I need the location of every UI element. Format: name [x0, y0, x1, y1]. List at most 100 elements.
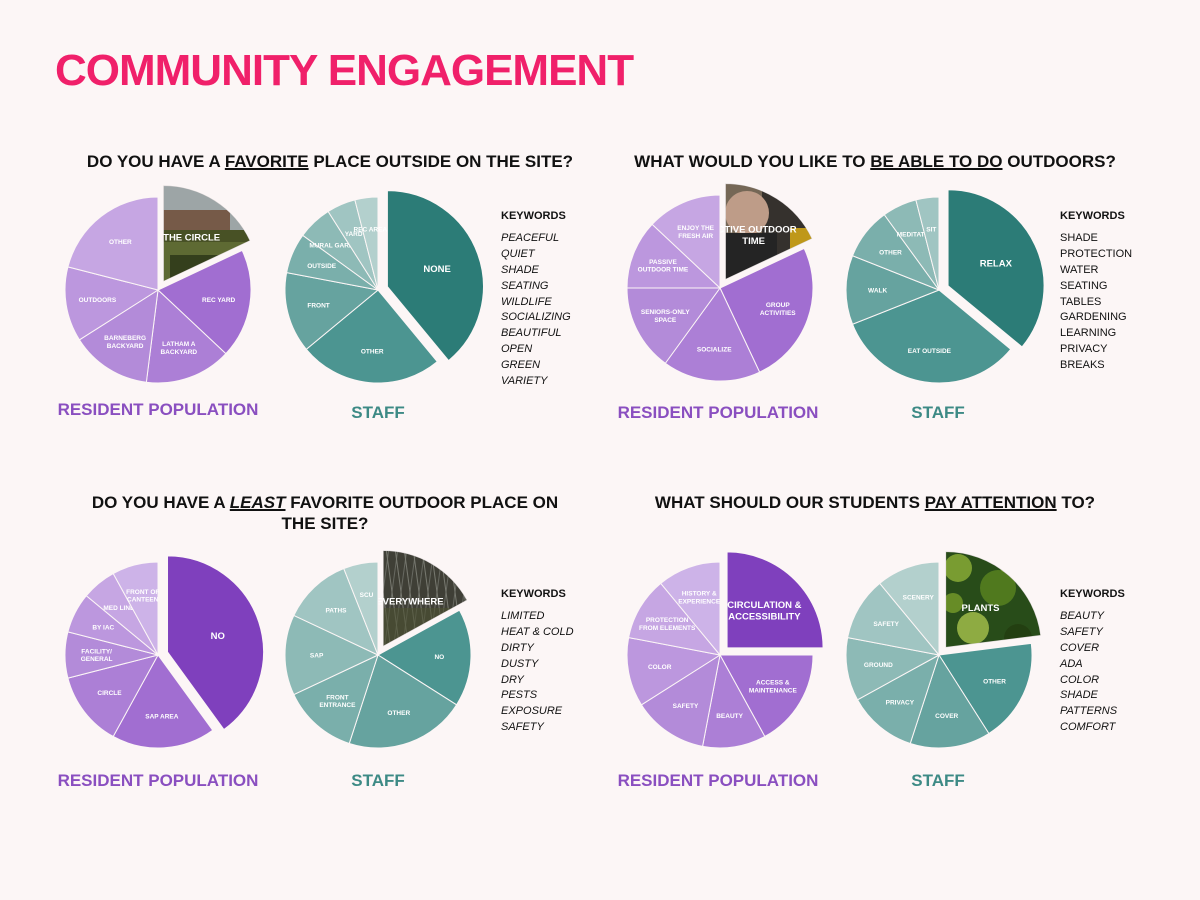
- slice-label: SAFETY: [673, 703, 699, 710]
- caption-q4-staff: STAFF: [911, 771, 965, 790]
- pie-slice: [719, 247, 814, 373]
- pie-slice: [664, 287, 761, 382]
- keyword-item: SAFETY: [501, 721, 544, 734]
- question-2-title: WHAT WOULD YOU LIKE TO BE ABLE TO DO OUT…: [634, 152, 1116, 171]
- keyword-item: SEATING: [1060, 279, 1108, 292]
- photo-slice-shade: [383, 550, 468, 647]
- slice-label: ACCESS & MAINTENANCE: [749, 680, 798, 695]
- pie-slice: [354, 196, 379, 291]
- pie-slice: [343, 561, 379, 656]
- caption-q2-resident: RESIDENT POPULATION: [617, 403, 819, 422]
- caption-q3-staff: STAFF: [351, 771, 405, 790]
- pie-slice: [157, 249, 252, 355]
- pie-slice: [726, 551, 824, 649]
- keyword-item: DIRTY: [501, 641, 534, 654]
- keyword-item: BREAKS: [1060, 359, 1105, 372]
- keyword-item: HEAT & COLD: [501, 625, 574, 638]
- pie-q3-resident: NO SAP AREA CIRCLE FACILITY/GENERAL BY IAC ME…: [64, 555, 264, 749]
- keyword-item: PATTERNS: [1060, 705, 1118, 718]
- pie-q3-staff: EVERYWHERE NO OTHER FRONT ENTRANCE SAP PATHS SC…: [284, 549, 472, 749]
- keyword-item: PEACEFUL: [501, 231, 560, 244]
- keyword-item: COLOR: [1060, 673, 1100, 686]
- slice-label: YARD: [345, 231, 363, 238]
- slice-label: CIRCULATION & ACCESSIBILITY: [727, 600, 801, 622]
- keywords-q4: KEYWORDS BEAUTY SAFETY COVER ADA COLOR SHADE PA…: [1060, 587, 1125, 736]
- caption-q2-staff: STAFF: [911, 403, 965, 422]
- pie-slice: [660, 561, 721, 657]
- slice-label: NO: [211, 631, 225, 642]
- slice-label: GROUP ACTIVITIES: [760, 302, 796, 317]
- page-title: COMMUNITY ENGAGEMENT: [55, 46, 634, 95]
- pie-slice: [284, 271, 380, 350]
- keyword-item: LIMITED: [501, 609, 545, 622]
- pie-q1-staff: NONE OTHER FRONT OUTSIDE MURAL GARDEN YARDREC…: [284, 190, 484, 384]
- caption-q1-staff: STAFF: [351, 403, 405, 422]
- slice-label: LATHAM A BACKYARD: [160, 341, 197, 356]
- pie-slice: [945, 550, 1042, 649]
- keyword-item: LEARNING: [1060, 327, 1117, 340]
- keyword-item: SHADE: [1060, 689, 1098, 702]
- slice-label: CIRCLE: [97, 690, 122, 697]
- keywords-q1: KEYWORDS PEACEFUL QUIET SHADE SEATING WILDLIF…: [501, 209, 571, 390]
- slice-label: BY IAC: [92, 624, 114, 631]
- slice-label: FACILITY/GENERAL: [81, 648, 113, 663]
- pie-slice: [851, 289, 1012, 384]
- slice-label: COLOR: [648, 664, 672, 671]
- keyword-item: DUSTY: [501, 657, 539, 670]
- keyword-item: WILDLIFE: [501, 295, 552, 308]
- pie-slice: [626, 636, 722, 706]
- photo-slice-shade: [163, 185, 251, 282]
- pie-slice: [167, 555, 264, 731]
- pie-slice: [651, 194, 721, 290]
- slice-label: MED LINE: [103, 605, 135, 612]
- slice-label: FRONT ENTRANCE: [319, 694, 356, 709]
- keyword-item: SEATING: [501, 279, 549, 292]
- keyword-item: DRY: [501, 673, 524, 686]
- pie-slice: [947, 189, 1045, 348]
- slice-label: ACTIVE OUTDOOR TIME: [711, 225, 797, 247]
- pie-q4-staff: PLANTS OTHER COVER PRIVACY GROUND SAFETY SCENE…: [845, 550, 1042, 749]
- pie-slice: [640, 653, 721, 747]
- caption-q1-resident: RESIDENT POPULATION: [57, 400, 259, 419]
- pie-slice: [845, 255, 941, 325]
- keywords-title: KEYWORDS: [501, 210, 566, 222]
- pie-slice: [915, 196, 940, 291]
- slice-label: EVERYWHERE: [376, 596, 443, 607]
- keyword-item: SAFETY: [1060, 625, 1103, 638]
- pie-q1-resident: THE CIRCLE REC YARD LATHAM A BACKYARD BARNEB…: [64, 185, 252, 384]
- slice-label: NONE: [423, 264, 450, 275]
- pie-slice: [719, 654, 814, 738]
- pie-slice: [348, 654, 458, 749]
- pie-slice: [67, 654, 159, 738]
- slice-label: OTHER: [387, 710, 410, 717]
- slice-label: FRONT: [307, 303, 329, 310]
- slice-label: PRIVACY: [886, 700, 915, 707]
- slice-label: PLANTS: [962, 603, 1000, 614]
- keywords-title: KEYWORDS: [1060, 588, 1125, 600]
- pie-slice: [305, 289, 438, 384]
- slice-label: SIT: [926, 226, 936, 233]
- keyword-item: QUIET: [501, 247, 535, 260]
- keyword-item: TABLES: [1060, 295, 1102, 308]
- pie-slice: [626, 223, 722, 289]
- pie-q2-resident: ACTIVE OUTDOOR TIME GROUP ACTIVITIES SOCIALI…: [626, 183, 814, 382]
- keyword-item: WATER: [1060, 263, 1099, 276]
- keyword-item: PRIVACY: [1060, 343, 1108, 356]
- pie-slice: [145, 288, 227, 384]
- pie-slice: [382, 549, 468, 648]
- question-4-title: WHAT SHOULD OUR STUDENTS PAY ATTENTION T…: [654, 493, 1096, 512]
- keywords-title: KEYWORDS: [501, 588, 566, 600]
- pie-slice: [112, 561, 159, 656]
- photo-slice-shade: [945, 551, 1041, 648]
- keyword-item: BEAUTIFUL: [501, 327, 562, 340]
- pie-slice: [67, 196, 159, 291]
- pie-slice: [386, 190, 484, 362]
- keyword-item: PESTS: [501, 689, 538, 702]
- keyword-item: COMFORT: [1060, 721, 1116, 734]
- slice-label: SENIORS-ONLY SPACE: [641, 309, 691, 324]
- slice-label: SAFETY: [873, 621, 899, 628]
- slice-label: PATHS: [325, 608, 347, 615]
- slice-label: THE CIRCLE: [163, 232, 220, 243]
- slice-label: OTHER: [109, 239, 132, 246]
- keywords-q2: KEYWORDS SHADE PROTECTION WATER SEATING TABLE…: [1060, 209, 1132, 374]
